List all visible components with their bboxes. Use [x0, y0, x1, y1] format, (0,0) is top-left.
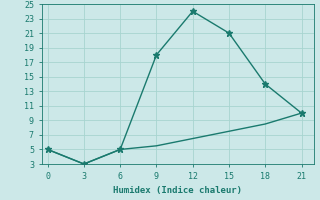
- X-axis label: Humidex (Indice chaleur): Humidex (Indice chaleur): [113, 186, 242, 195]
